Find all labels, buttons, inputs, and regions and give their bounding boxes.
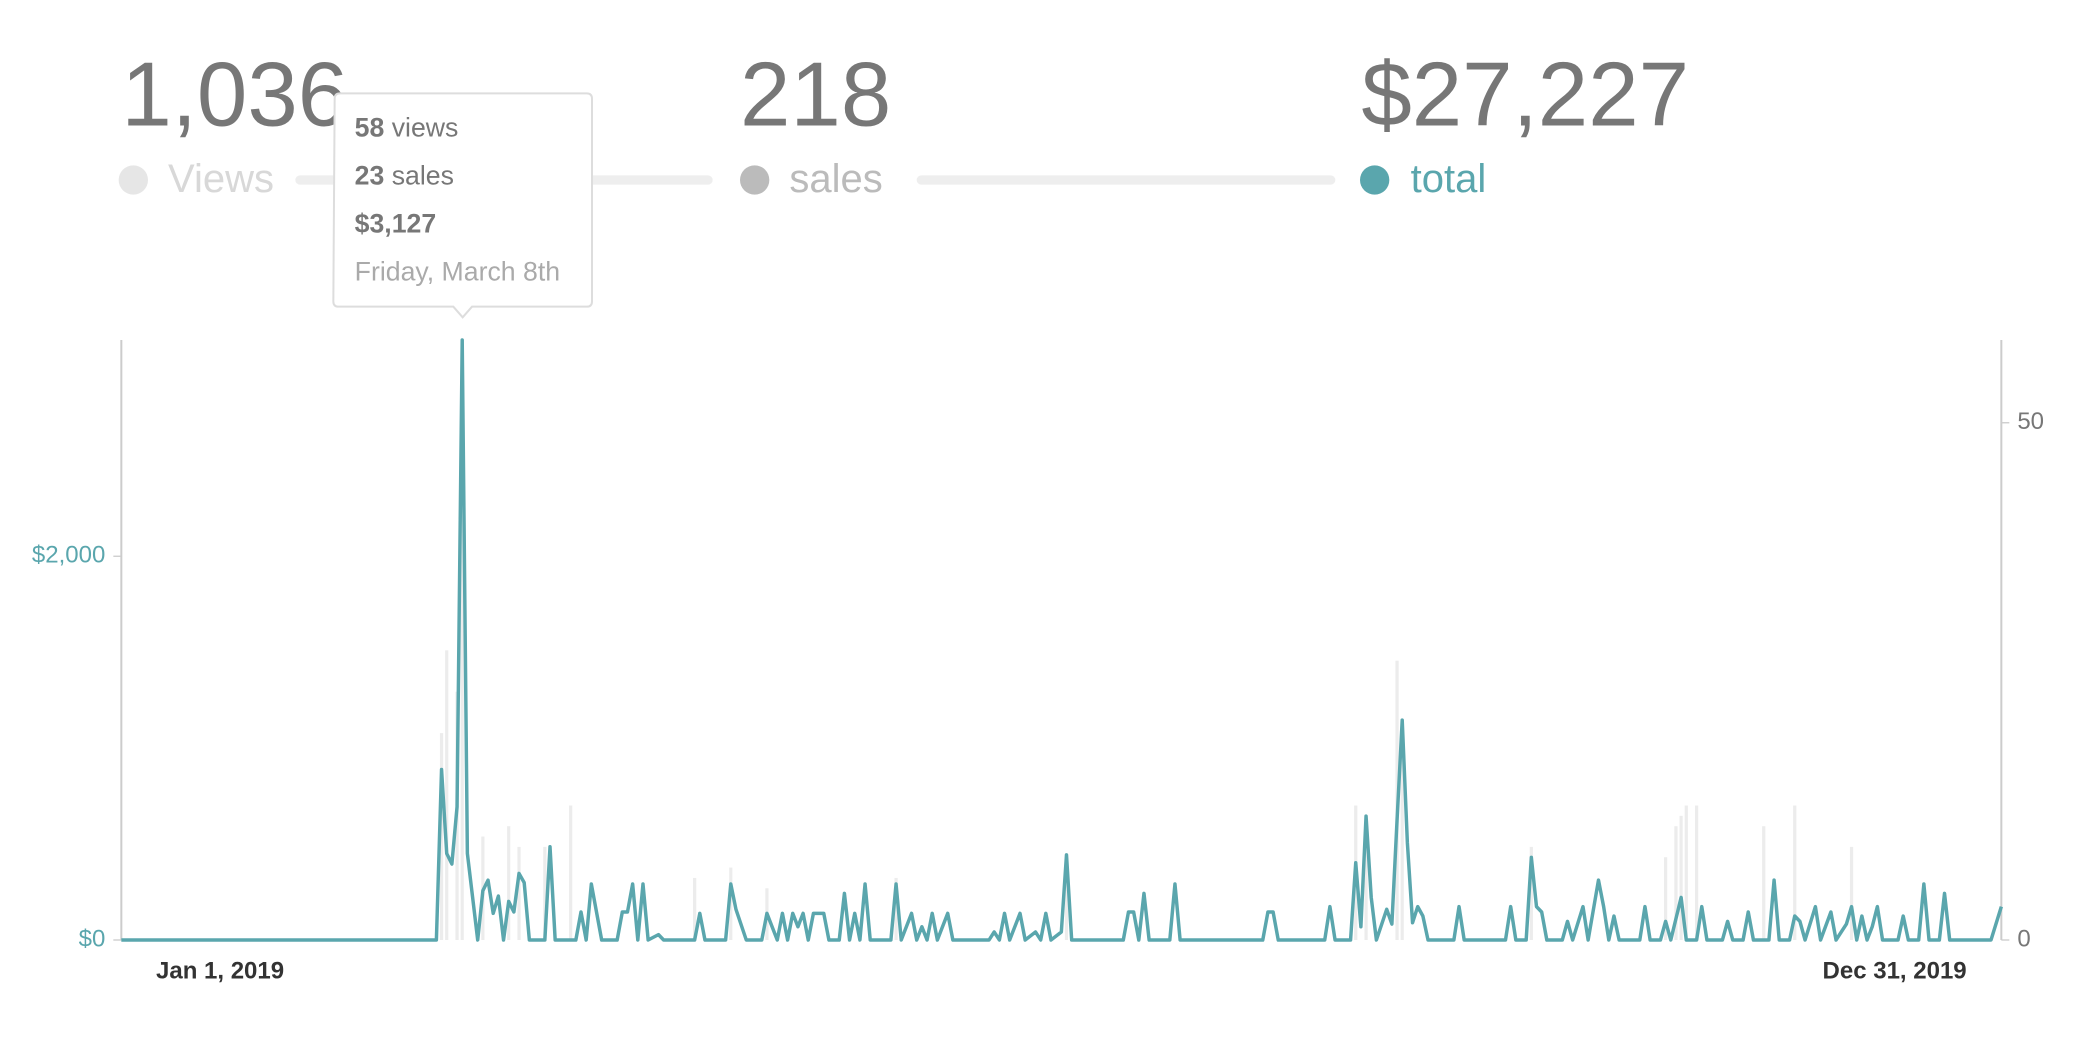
stats: 1,036 Views 218 sales $27,227 total [118,44,1689,201]
stat-value: 218 [740,44,891,145]
views-bar [1364,846,1368,940]
stat-label[interactable]: sales [789,157,882,201]
views-bar [1849,846,1854,940]
tooltip-box [332,92,593,319]
views-bar [1762,826,1766,940]
legend-dot[interactable] [1360,165,1390,195]
plot: $0 $2,000 0 50 Jan 1, 2019 Dec 31, 2019 [32,338,2044,984]
views-bar [517,846,521,940]
y2-tick-label: 50 [2017,408,2044,435]
legend-dot[interactable] [740,165,770,195]
views-bar [1400,743,1404,940]
y-tick-label: $2,000 [32,542,105,569]
views-bar [1664,857,1668,940]
views-bar [569,805,573,940]
views-bar [460,340,464,940]
stat-label[interactable]: total [1411,157,1487,201]
tooltip: 58 views 23 sales $3,127 Friday, March 8… [332,92,593,319]
legend-dot[interactable] [118,165,148,195]
stat-value: 1,036 [121,44,348,145]
tooltip-total: $3,127 [355,208,437,238]
tooltip-row: 23 sales [355,160,454,190]
x-tick-label: Jan 1, 2019 [156,957,284,984]
views-bar [439,733,444,940]
views-bar [1064,877,1069,940]
views-bar [1674,826,1678,940]
views-bar [1679,815,1683,940]
views-bar [894,877,898,940]
stat-value: $27,227 [1361,44,1689,145]
views-bar [1695,805,1699,940]
views-bar [1529,846,1533,940]
stat-label[interactable]: Views [168,157,274,201]
tooltip-row: 58 views [355,112,459,142]
total-line [121,338,2003,942]
views-bar [693,877,697,940]
x-tick-label: Dec 31, 2019 [1823,957,1967,984]
views-bar [507,826,511,940]
views-bar [543,846,547,940]
tooltip-date: Friday, March 8th [355,256,560,286]
views-bar [729,867,733,940]
views-bar [1793,805,1797,940]
y2-tick-label: 0 [2017,925,2030,952]
views-bar [445,650,449,940]
y-tick-label: $0 [79,925,106,952]
views-bar [1684,805,1688,940]
